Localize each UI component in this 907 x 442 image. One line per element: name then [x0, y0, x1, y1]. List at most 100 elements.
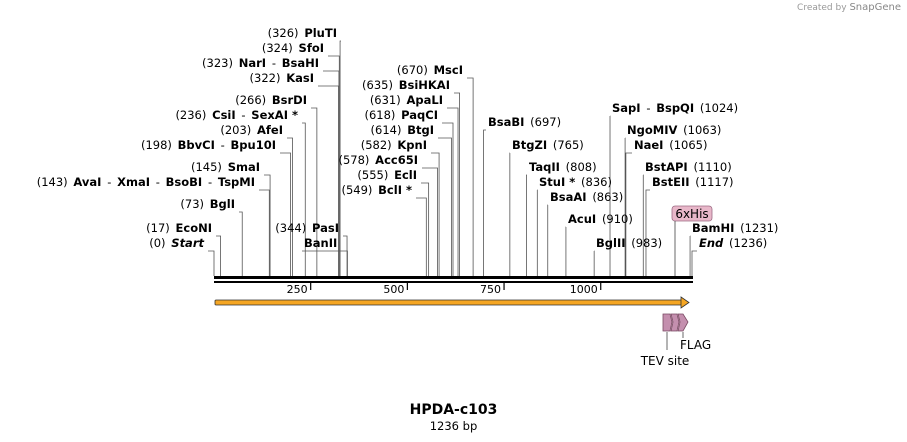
site-leader-line [422, 167, 438, 276]
site-leader-line [280, 152, 291, 276]
enzyme-name: XmaI [111, 175, 150, 189]
restriction-site-label[interactable]: End (1236) [699, 236, 767, 250]
restriction-site-label[interactable]: (582) KpnI [361, 138, 427, 152]
backbone-bottom-strand [214, 281, 693, 283]
enzyme-name: KpnI [392, 138, 427, 152]
restriction-site-label[interactable]: BsaAI (863) [550, 190, 623, 204]
site-position: (0) [149, 236, 165, 250]
site-position: (910) [596, 212, 633, 226]
site-position: - [236, 108, 246, 122]
site-position: (1063) [677, 123, 721, 137]
construct-length: 1236 bp [429, 419, 478, 433]
enzyme-name: EcoNI [170, 221, 212, 235]
restriction-site-label[interactable]: TaqII (808) [529, 160, 597, 174]
restriction-site-label[interactable]: (670) MscI [397, 63, 463, 77]
restriction-site-label[interactable]: (322) KasI [250, 71, 314, 85]
restriction-site-label[interactable]: (618) PaqCI [364, 108, 438, 122]
restriction-site-label[interactable]: AcuI (910) [568, 212, 633, 226]
restriction-site-label[interactable]: StuI * (836) [539, 175, 612, 189]
restriction-site-label[interactable]: BsaBI (697) [488, 115, 561, 129]
restriction-site-label[interactable]: (266) BsrDI [235, 93, 307, 107]
site-position: (670) [397, 63, 428, 77]
enzyme-name: BsaBI [488, 115, 524, 129]
enzyme-name: CsiI [206, 108, 235, 122]
restriction-site-label[interactable]: (614) BtgI [371, 123, 434, 137]
restriction-site-label[interactable]: NgoMIV (1063) [627, 123, 721, 137]
enzyme-name: BtgI [401, 123, 434, 137]
site-position: - [202, 175, 212, 189]
credit-prefix: Created by [797, 3, 847, 13]
enzyme-name: BanII [304, 236, 337, 250]
enzyme-name: BclI * [372, 183, 412, 197]
orf-arrow[interactable] [214, 296, 690, 309]
enzyme-name: PaqCI [395, 108, 438, 122]
site-position: (618) [364, 108, 395, 122]
site-leader-line [239, 211, 243, 276]
enzyme-name: PluTI [299, 26, 337, 40]
restriction-site-label[interactable]: (326) PluTI [268, 26, 337, 40]
restriction-site-label[interactable]: BtgZI (765) [512, 138, 584, 152]
site-position: (582) [361, 138, 392, 152]
restriction-site-label[interactable]: (17) EcoNI [146, 221, 212, 235]
tev-feature[interactable]: TEV site [640, 313, 690, 368]
restriction-site-label[interactable]: (0) Start [149, 236, 204, 250]
site-position: (322) [250, 71, 281, 85]
site-position: (324) [262, 41, 293, 55]
site-position: (73) [180, 197, 204, 211]
restriction-site-label[interactable]: (203) AfeI [220, 123, 283, 137]
enzyme-name: SexAI * [246, 108, 298, 122]
site-leader-line [287, 137, 293, 276]
enzyme-name: BglII [596, 236, 626, 250]
site-leader-line [454, 92, 460, 276]
his-tag-feature[interactable]: 6xHis [671, 205, 713, 276]
site-position: - [101, 175, 111, 189]
site-leader-line [311, 107, 318, 276]
restriction-site-label[interactable]: (236) CsiI - SexAI * [175, 108, 298, 122]
enzyme-name: EclI [388, 168, 417, 182]
restriction-site-label[interactable]: (73) BglI [180, 197, 235, 211]
restriction-site-label[interactable]: (549) BclI * [341, 183, 412, 197]
restriction-site-label[interactable]: BanII [304, 236, 337, 250]
site-leader-line [625, 152, 632, 276]
restriction-site-label[interactable]: BstAPI (1110) [645, 160, 732, 174]
site-position: - [215, 138, 225, 152]
site-leader-line [216, 235, 221, 276]
restriction-site-label[interactable]: (145) SmaI [191, 160, 260, 174]
restriction-site-label[interactable]: (344) PasI [275, 221, 339, 235]
site-position: (143) [37, 175, 68, 189]
site-position: - [266, 56, 276, 70]
restriction-site-label[interactable]: (578) Acc65I [338, 153, 418, 167]
site-position: (635) [362, 78, 393, 92]
site-position: (631) [370, 93, 401, 107]
enzyme-name: TaqII [529, 160, 560, 174]
enzyme-name: End [699, 236, 724, 250]
site-leader-line [264, 174, 271, 276]
site-labels: (326) PluTI(324) SfoI(323) NarI - BsaHI(… [37, 26, 779, 250]
restriction-site-label[interactable]: (324) SfoI [262, 41, 324, 55]
restriction-site-label[interactable]: BstEII (1117) [652, 175, 734, 189]
restriction-site-label[interactable]: (635) BsiHKAI [362, 78, 450, 92]
site-leader-line [421, 182, 430, 276]
site-position: (614) [371, 123, 402, 137]
restriction-site-label[interactable]: BamHI (1231) [692, 221, 778, 235]
restriction-site-label[interactable]: (631) ApaLI [370, 93, 443, 107]
restriction-site-label[interactable]: NaeI (1065) [634, 138, 707, 152]
enzyme-name: AfeI [251, 123, 283, 137]
restriction-site-label[interactable]: (323) NarI - BsaHI [202, 56, 319, 70]
enzyme-name: AcuI [568, 212, 596, 226]
site-position: (266) [235, 93, 266, 107]
site-leader-line [442, 122, 454, 276]
restriction-site-label[interactable]: (143) AvaI - XmaI - BsoBI - TspMI [37, 175, 255, 189]
site-position: (808) [560, 160, 597, 174]
enzyme-name: SapI [612, 101, 641, 115]
enzyme-name: BsaHI [276, 56, 319, 70]
enzyme-name: Bpu10I [225, 138, 276, 152]
flag-feature[interactable]: FLAG [677, 313, 711, 352]
site-position: (1231) [734, 221, 778, 235]
enzyme-name: ApaLI [401, 93, 443, 107]
restriction-site-label[interactable]: (555) EclI [357, 168, 417, 182]
snapgene-brand: SnapGene [849, 2, 901, 13]
restriction-site-label[interactable]: BglII (983) [596, 236, 662, 250]
restriction-site-label[interactable]: SapI - BspQI (1024) [612, 101, 738, 115]
restriction-site-label[interactable]: (198) BbvCI - Bpu10I [141, 138, 276, 152]
